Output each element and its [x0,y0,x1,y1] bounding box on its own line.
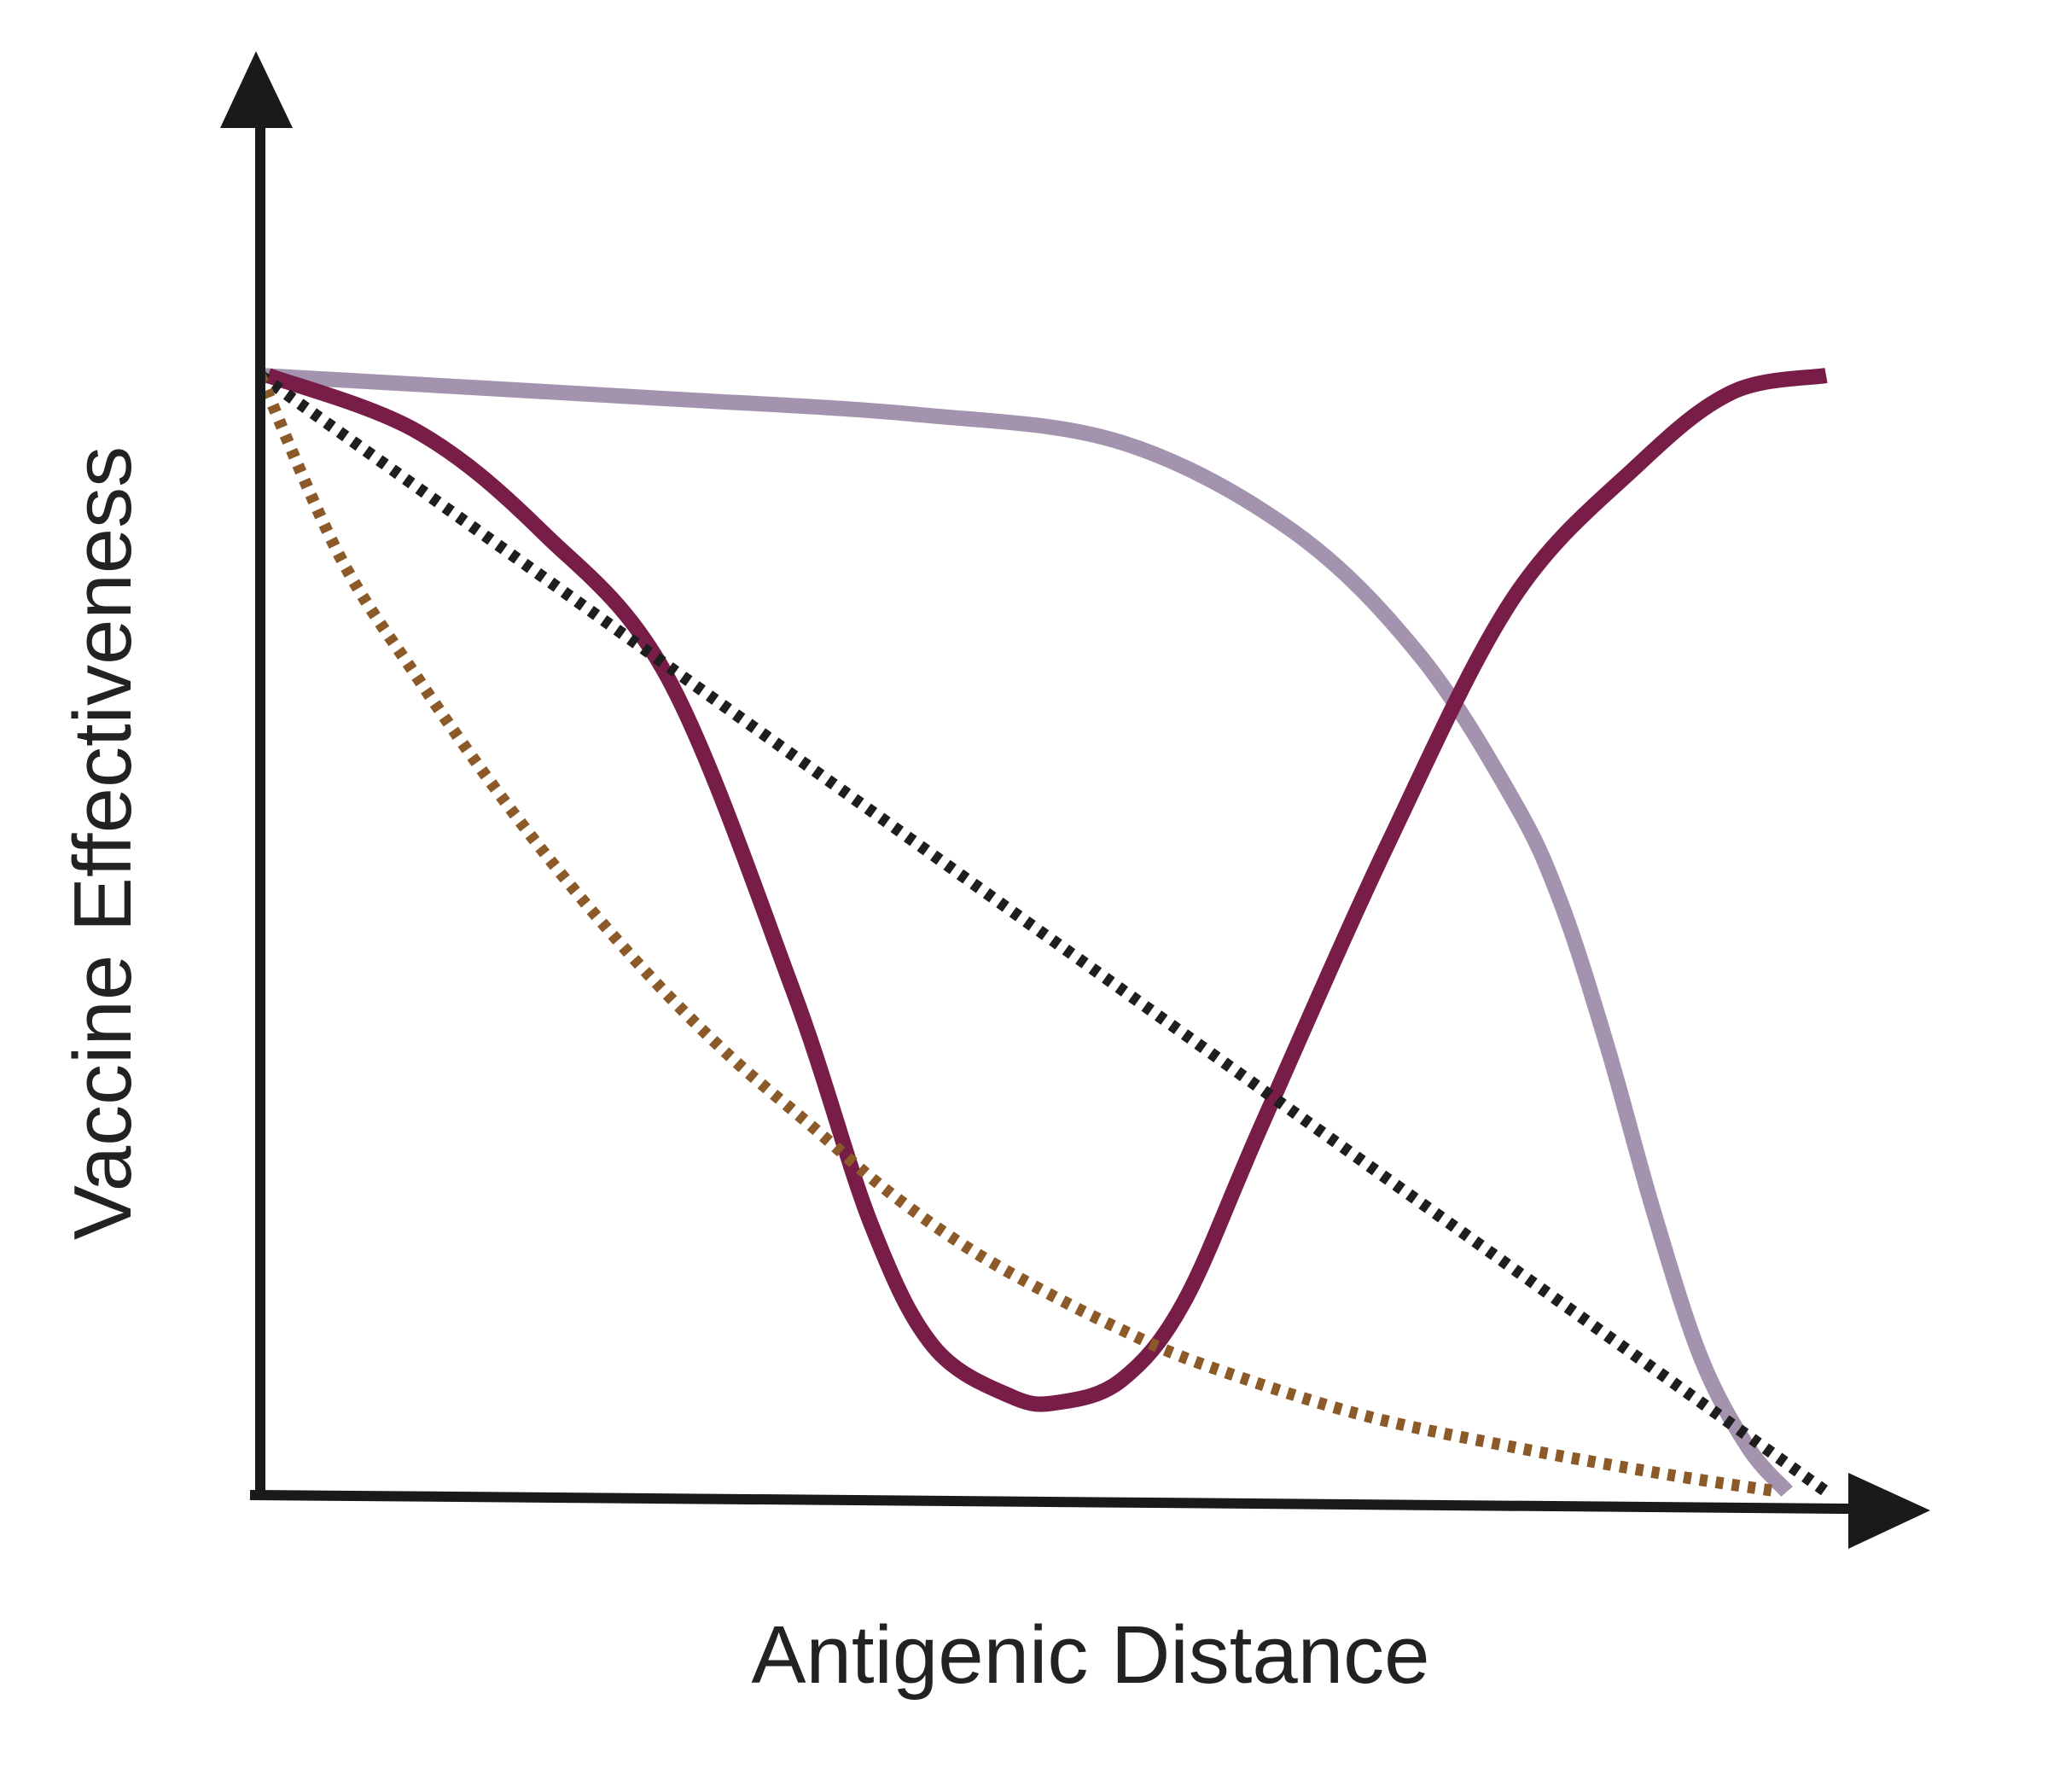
x-axis-arrowhead [1848,1473,1930,1549]
series-line-2-solid [265,368,1828,1412]
x-axis-line [249,1489,1853,1515]
series-line-1-solid [259,368,1793,1498]
series-layer [254,368,1830,1498]
y-axis-arrowhead [220,51,293,128]
y-axis-label: Vaccine Effectiveness [57,446,148,1240]
series-line-3-dotted [256,370,1830,1497]
x-axis-label: Antigenic Distance [751,1609,1429,1701]
axes-layer [220,51,1930,1549]
series-line-4-dotted [254,373,1780,1498]
